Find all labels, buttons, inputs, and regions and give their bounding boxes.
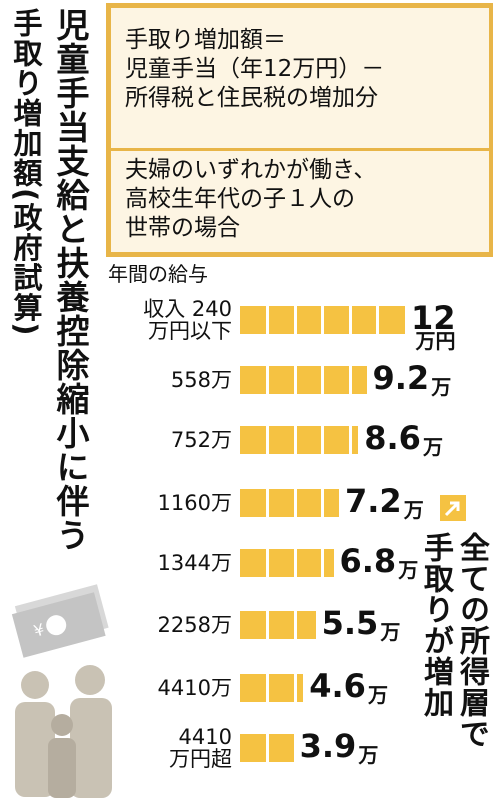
- value-unit: 万円: [415, 329, 456, 353]
- segment-gap: [293, 611, 297, 639]
- segment-gap: [376, 306, 379, 334]
- value-unit: 万: [422, 435, 443, 459]
- bar: [240, 366, 367, 394]
- bar: [240, 549, 334, 577]
- info-box: 手取り増加額＝ 児童手当（年12万円）－ 所得税と住民税の増加分 夫婦のいずれか…: [106, 3, 493, 257]
- segment-gap: [266, 366, 269, 394]
- value-label: 4.6: [309, 667, 366, 705]
- category-label: 4410 万円超: [169, 725, 232, 771]
- value-label: 6.8: [339, 542, 397, 580]
- value-unit: 万: [403, 498, 424, 522]
- formula: 手取り増加額＝ 児童手当（年12万円）－ 所得税と住民税の増加分: [125, 27, 385, 111]
- value-label: 3.9: [299, 727, 357, 765]
- segment-gap: [266, 489, 269, 517]
- category-label: 1160万: [157, 491, 232, 515]
- value-label: 7.2: [345, 482, 402, 520]
- bar: [240, 489, 339, 517]
- segment-gap: [293, 674, 297, 702]
- category-label: 558万: [170, 368, 232, 392]
- value-label: 12: [411, 299, 456, 337]
- title-line: 児童手当支給と扶養控除縮小に伴う: [51, 8, 90, 552]
- segment-gap: [348, 366, 352, 394]
- value-unit: 万: [431, 375, 452, 399]
- segment-gap: [321, 306, 324, 334]
- category-label: 752万: [170, 428, 232, 452]
- axis-label: 年間の給与: [108, 262, 208, 286]
- category-label: 1344万: [157, 551, 232, 575]
- segment-gap: [266, 674, 269, 702]
- category-label: 4410万: [157, 676, 232, 700]
- illustration: ¥: [11, 584, 112, 798]
- arrow-icon: [440, 495, 466, 521]
- segment-gap: [321, 549, 324, 577]
- value-unit: 万: [358, 743, 379, 767]
- value-unit: 万: [367, 683, 388, 707]
- svg-text:¥: ¥: [32, 620, 47, 641]
- segment-gap: [266, 734, 269, 762]
- value-label: 5.5: [321, 604, 379, 642]
- bar: [240, 426, 359, 454]
- value-label: 9.2: [372, 359, 430, 397]
- segment-gap: [293, 426, 297, 454]
- segment-gap: [266, 426, 269, 454]
- segment-gap: [266, 549, 269, 577]
- segment-gap: [293, 366, 297, 394]
- title-line: 手取り増加額(政府試算): [9, 8, 43, 337]
- annotation: 全ての所得層で 手取りが増加: [418, 532, 489, 749]
- condition: 夫婦のいずれかが働き、 高校生年代の子１人の 世帯の場合: [125, 157, 377, 241]
- value-label: 8.6: [364, 419, 421, 457]
- segment-gap: [266, 611, 269, 639]
- segment-gap: [321, 489, 324, 517]
- segment-gap: [293, 306, 297, 334]
- value-unit: 万: [398, 558, 419, 582]
- segment-gap: [348, 426, 352, 454]
- value-unit: 万: [380, 620, 401, 644]
- segment-gap: [321, 426, 324, 454]
- segment-gap: [348, 306, 352, 334]
- segment-gap: [293, 489, 297, 517]
- segment-gap: [266, 306, 269, 334]
- bar: [240, 611, 316, 639]
- divider: [111, 148, 489, 151]
- segment-gap: [321, 366, 324, 394]
- segment-gap: [293, 549, 297, 577]
- category-label: 収入 240 万円以下: [143, 297, 232, 343]
- category-label: 2258万: [157, 613, 232, 637]
- bar: [240, 674, 304, 702]
